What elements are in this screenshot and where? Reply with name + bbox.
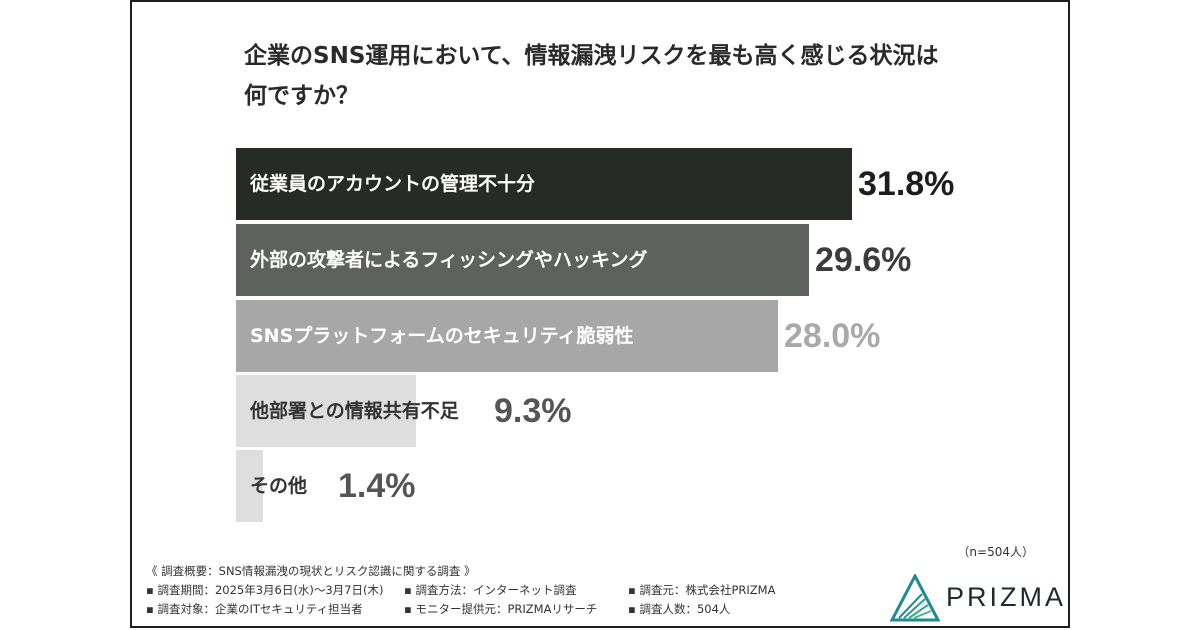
bar-label-5: その他: [250, 475, 308, 497]
bar-label-3: SNSプラットフォームのセキュリティ脆弱性: [250, 325, 634, 347]
bar-label-1: 従業員のアカウントの管理不十分: [250, 173, 536, 195]
value-label-3: 28.0%: [784, 317, 881, 355]
survey-method: ▪ 調査方法：インターネット調査: [404, 583, 577, 597]
value-label-4: 9.3%: [494, 392, 572, 430]
value-label-1: 31.8%: [858, 165, 955, 203]
survey-heading: 《 調査概要：SNS情報漏洩の現状とリスク認識に関する調査 》: [146, 564, 476, 578]
bar-1: [236, 148, 852, 220]
prizma-logo-text: PRIZMA: [946, 582, 1067, 612]
prizma-logo-icon: [889, 572, 941, 622]
bar-label-2: 外部の攻撃者によるフィッシングやハッキング: [250, 249, 648, 271]
survey-count: ▪ 調査人数：504人: [628, 602, 731, 616]
chart-title: 企業のSNS運用において、情報漏洩リスクを最も高く感じる状況は 何ですか？: [244, 36, 1004, 116]
title-line-2: 何ですか？: [244, 83, 359, 109]
survey-monitor: ▪ モニター提供元：PRIZMAリサーチ: [404, 602, 598, 616]
bar-label-4: 他部署との情報共有不足: [250, 400, 459, 422]
bar-2: [236, 224, 809, 296]
title-line-1: 企業のSNS運用において、情報漏洩リスクを最も高く感じる状況は: [244, 43, 939, 69]
survey-period: ▪ 調査期間：2025年3月6日(水)〜3月7日(木): [146, 583, 384, 597]
bar-5: [236, 450, 263, 522]
survey-source: ▪ 調査元：株式会社PRIZMA: [628, 583, 776, 597]
prizma-logo: PRIZMA: [889, 572, 1070, 622]
bar-4: [236, 375, 416, 447]
value-label-5: 1.4%: [338, 467, 416, 505]
survey-target: ▪ 調査対象：企業のITセキュリティ担当者: [146, 602, 363, 616]
value-label-2: 29.6%: [815, 241, 912, 279]
bar-3: [236, 300, 778, 372]
sample-size: （n=504人）: [957, 545, 1034, 559]
chart-frame: 企業のSNS運用において、情報漏洩リスクを最も高く感じる状況は 何ですか？ 従業…: [130, 0, 1070, 628]
